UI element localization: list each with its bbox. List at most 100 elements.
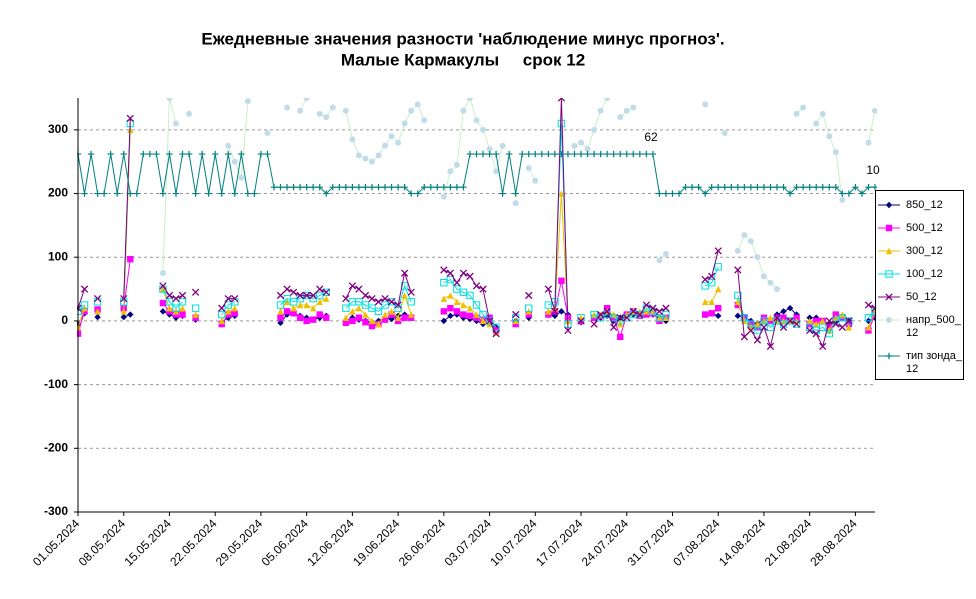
point bbox=[323, 114, 330, 121]
point bbox=[753, 336, 762, 344]
point bbox=[238, 150, 245, 158]
point bbox=[813, 183, 820, 191]
point bbox=[394, 301, 402, 309]
point bbox=[747, 326, 755, 335]
legend-label: 300_12 bbox=[906, 245, 943, 257]
point bbox=[734, 312, 742, 320]
point bbox=[120, 150, 127, 158]
point bbox=[845, 317, 853, 325]
point bbox=[832, 149, 839, 156]
series-line bbox=[77, 98, 876, 349]
point bbox=[596, 310, 605, 319]
point bbox=[617, 333, 624, 341]
point bbox=[741, 183, 748, 191]
point bbox=[493, 168, 500, 175]
point bbox=[630, 150, 637, 158]
point bbox=[120, 294, 128, 303]
point bbox=[264, 150, 271, 158]
point bbox=[362, 155, 369, 162]
point bbox=[133, 190, 140, 197]
point bbox=[512, 310, 520, 319]
legend-item: 100_12 bbox=[876, 268, 963, 281]
point bbox=[708, 310, 715, 317]
point bbox=[636, 310, 644, 319]
point bbox=[94, 190, 101, 197]
point bbox=[421, 117, 428, 124]
x-tick-label: 17.07.2024 bbox=[533, 516, 586, 569]
point bbox=[127, 255, 134, 263]
legend-icon bbox=[878, 317, 900, 323]
point bbox=[767, 183, 774, 191]
point bbox=[708, 272, 716, 280]
point bbox=[361, 291, 370, 300]
x-tick-label: 22.05.2024 bbox=[167, 516, 220, 569]
legend-item: 850_12 bbox=[876, 199, 963, 212]
point bbox=[290, 310, 297, 317]
point bbox=[159, 190, 167, 197]
point bbox=[296, 183, 304, 191]
point bbox=[440, 295, 448, 302]
point bbox=[564, 150, 572, 158]
point bbox=[604, 98, 611, 101]
point bbox=[394, 183, 402, 191]
point bbox=[316, 285, 324, 293]
point bbox=[865, 324, 872, 331]
point bbox=[786, 304, 794, 312]
point bbox=[218, 304, 226, 312]
point bbox=[492, 330, 500, 338]
point bbox=[127, 311, 134, 318]
point bbox=[374, 307, 383, 316]
point bbox=[414, 190, 421, 197]
point bbox=[747, 238, 754, 245]
point bbox=[368, 317, 376, 325]
point bbox=[806, 326, 814, 335]
point bbox=[662, 310, 670, 319]
point bbox=[322, 288, 330, 296]
point bbox=[407, 298, 415, 306]
point bbox=[165, 291, 174, 300]
point bbox=[401, 120, 408, 127]
point bbox=[766, 342, 775, 351]
point bbox=[205, 190, 212, 197]
point bbox=[525, 291, 533, 300]
point bbox=[695, 183, 702, 191]
point bbox=[649, 150, 657, 158]
legend-item: 500_12 bbox=[876, 222, 963, 235]
point bbox=[597, 150, 604, 158]
x-tick-label: 19.06.2024 bbox=[350, 516, 403, 569]
point bbox=[754, 183, 761, 191]
point bbox=[617, 150, 624, 158]
point bbox=[322, 288, 330, 296]
point bbox=[87, 150, 95, 158]
point bbox=[715, 285, 722, 293]
point bbox=[825, 317, 833, 325]
point bbox=[779, 323, 788, 331]
point bbox=[525, 150, 532, 158]
x-tick-label: 31.07.2024 bbox=[624, 516, 677, 569]
point bbox=[231, 310, 238, 317]
point bbox=[303, 301, 310, 309]
point bbox=[767, 314, 774, 321]
point bbox=[374, 298, 383, 306]
point bbox=[407, 190, 415, 197]
point bbox=[166, 98, 173, 101]
point bbox=[447, 292, 454, 299]
point bbox=[766, 323, 775, 331]
point bbox=[754, 254, 761, 261]
point bbox=[382, 142, 389, 149]
point bbox=[192, 190, 199, 197]
point bbox=[302, 291, 311, 300]
legend-icon bbox=[878, 293, 900, 301]
point bbox=[453, 298, 461, 306]
point bbox=[159, 308, 167, 315]
point bbox=[460, 301, 467, 309]
point bbox=[813, 120, 820, 127]
point bbox=[224, 294, 232, 303]
point bbox=[440, 317, 448, 325]
point bbox=[349, 317, 356, 325]
point bbox=[329, 183, 336, 191]
point bbox=[669, 190, 676, 197]
point bbox=[610, 323, 618, 331]
point bbox=[793, 183, 800, 191]
x-tick-label: 21.08.2024 bbox=[762, 516, 815, 569]
